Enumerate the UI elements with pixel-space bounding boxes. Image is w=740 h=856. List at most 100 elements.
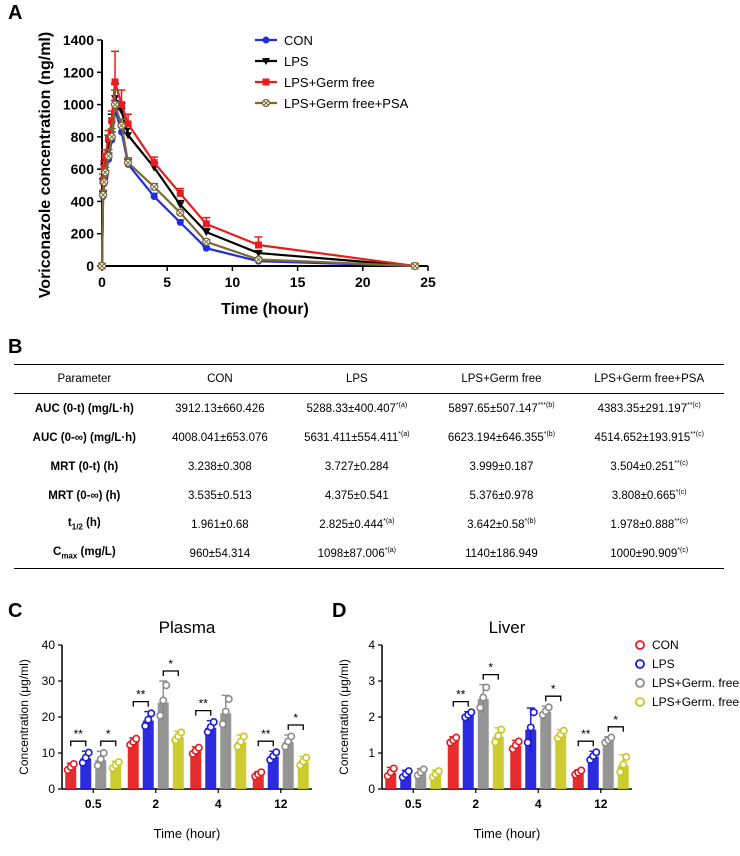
bar-group <box>476 683 491 789</box>
x-tick-label: 20 <box>355 274 371 290</box>
data-point <box>177 728 186 737</box>
data-point <box>592 748 601 757</box>
significance-bracket: * <box>100 727 117 747</box>
legend-marker <box>262 78 270 86</box>
legend-item: LPS <box>255 54 309 69</box>
parameter-name: MRT (0-∞) (h) <box>48 489 121 502</box>
bar <box>205 727 217 789</box>
bar-group <box>538 703 553 789</box>
column-header: Parameter <box>57 373 112 385</box>
parameter-unit: (h) <box>82 517 101 530</box>
data-point <box>99 749 108 758</box>
table-row: Cmax (mg/L) 960±54.314 1098±87.006*(a) 1140… <box>14 539 724 569</box>
table-header-row: Parameter CON LPS LPS+Germ free LPS+Germ fre… <box>14 364 724 394</box>
significance-label: * <box>106 727 111 741</box>
table-cell: 6623.194±646.355*(b) <box>429 423 575 452</box>
significance-label: ** <box>581 727 591 741</box>
table-cell: 4008.041±653.076 <box>155 423 285 452</box>
y-tick-label: 0 <box>368 782 375 796</box>
x-tick-label: 10 <box>225 274 241 290</box>
x-tick-label: 2 <box>152 797 159 811</box>
legend-marker <box>635 678 645 688</box>
data-point <box>93 761 102 770</box>
cell-value: 5897.65±507.147 <box>448 402 538 415</box>
data-point <box>239 732 248 741</box>
significance-label: * <box>551 682 556 696</box>
parameter-unit: (mg/L) <box>77 546 116 559</box>
y-tick-label: 1200 <box>63 64 94 80</box>
data-point <box>150 159 158 167</box>
bar-group <box>523 707 538 789</box>
legend-label: LPS+Germ. free <box>652 676 739 690</box>
bar <box>430 774 442 789</box>
panel-label-b: B <box>8 336 23 358</box>
data-point <box>482 683 491 692</box>
bar <box>462 715 474 789</box>
cell-value: 3912.13±660.426 <box>175 402 265 415</box>
significance-marker: *(a) <box>398 431 410 439</box>
bar-group <box>93 749 108 789</box>
data-point <box>194 743 203 752</box>
parameter-symbol: t <box>67 517 72 530</box>
data-point <box>494 731 503 740</box>
data-point-cross <box>109 134 115 140</box>
bar-group <box>251 768 266 789</box>
data-point <box>434 767 443 776</box>
cell-value: 5.376±0.978 <box>469 489 534 502</box>
bracket-line <box>257 740 274 747</box>
bar-group <box>553 726 568 789</box>
legend-label: LPS+Germ free <box>284 75 375 90</box>
x-tick-label: 25 <box>420 274 436 290</box>
bracket-line <box>162 670 179 676</box>
data-point <box>176 201 185 209</box>
data-point <box>202 229 211 237</box>
x-tick-label: 0.5 <box>405 797 422 811</box>
bar <box>157 702 169 789</box>
data-point <box>221 707 230 716</box>
data-point <box>467 708 476 717</box>
table-cell: 4.375±0.541 <box>285 481 428 510</box>
bar-group <box>571 766 586 789</box>
x-axis-title: Time (hour) <box>221 301 309 318</box>
data-point <box>162 681 171 690</box>
significance-bracket: ** <box>452 688 469 707</box>
bar <box>540 711 552 789</box>
table-cell: 1000±90.909*(c) <box>574 539 724 569</box>
bar-group <box>218 694 233 789</box>
significance-label: * <box>488 661 493 675</box>
bar-group <box>616 752 631 789</box>
bar-group <box>398 767 413 789</box>
data-point <box>218 720 227 729</box>
parameter-name: t1/2 (h) <box>14 510 155 539</box>
data-point <box>559 726 568 735</box>
bracket-line <box>577 740 594 747</box>
cell-value: 3.642±0.58 <box>467 518 525 531</box>
y-tick-label: 10 <box>42 746 56 760</box>
bracket-line <box>70 740 87 747</box>
table-cell: 3.535±0.513 <box>155 481 285 510</box>
x-axis-title: Time (hour) <box>474 826 541 841</box>
data-point <box>124 132 133 140</box>
table-cell: 3912.13±660.426 <box>155 394 285 424</box>
bar <box>587 756 599 789</box>
y-axis-title: Concentration (μg/ml) <box>17 659 31 775</box>
cell-value: 3.535±0.513 <box>187 489 252 502</box>
legend-marker <box>635 659 645 669</box>
table-cell: 960±54.314 <box>155 539 285 569</box>
data-point-cross <box>125 159 131 166</box>
cell-value: 4514.652±193.915 <box>594 431 691 444</box>
data-point <box>514 737 523 746</box>
bar <box>172 736 184 789</box>
cell-value: 4.375±0.541 <box>324 489 389 502</box>
table-cell: 5288.33±400.407*(a) <box>285 394 428 424</box>
table-cell: 4514.652±193.915**(c) <box>574 423 724 452</box>
data-point-cross <box>412 263 418 269</box>
bar-group <box>296 753 311 789</box>
parameter-name: Cmax (mg/L) <box>14 539 155 569</box>
bar <box>492 736 504 789</box>
significance-marker: *(b) <box>524 518 536 526</box>
table-cell: 2.825±0.444*(a) <box>285 510 428 539</box>
legend-marker <box>262 58 270 65</box>
data-point-cross <box>102 169 109 176</box>
